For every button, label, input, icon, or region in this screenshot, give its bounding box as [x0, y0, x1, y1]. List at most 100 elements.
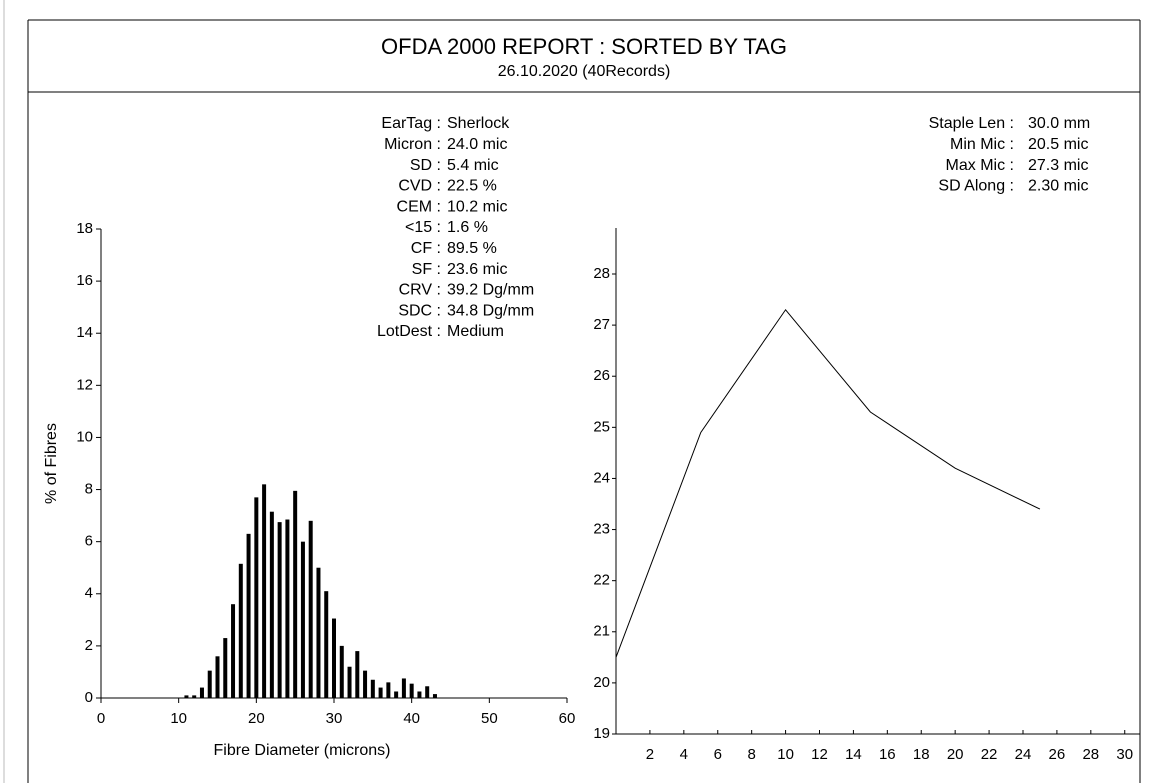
- stat-value: 39.2 Dg/mm: [447, 282, 534, 299]
- stat-label: Micron :: [384, 136, 441, 153]
- x-tick-label: 40: [403, 710, 420, 727]
- y-tick-label: 16: [76, 272, 93, 289]
- bar: [293, 490, 298, 698]
- x-tick-label: 60: [559, 710, 576, 727]
- y-tick-label: 19: [593, 725, 610, 742]
- stat-value: 20.5 mic: [1028, 136, 1088, 153]
- y-tick-label: 14: [76, 324, 93, 341]
- x-tick-label: 22: [981, 746, 998, 763]
- bar: [199, 687, 204, 698]
- y-axis-label: % of Fibres: [43, 423, 60, 504]
- bar: [254, 497, 259, 698]
- y-tick-label: 28: [593, 265, 610, 282]
- y-tick-label: 22: [593, 572, 610, 589]
- y-tick-label: 27: [593, 316, 610, 333]
- stat-value: 1.6 %: [447, 219, 488, 236]
- x-tick-label: 18: [913, 746, 930, 763]
- y-tick-label: 20: [593, 674, 610, 691]
- y-tick-label: 4: [85, 585, 93, 602]
- bar: [347, 666, 352, 698]
- y-tick-label: 0: [85, 689, 93, 706]
- stat-label: CRV :: [399, 282, 441, 299]
- bar: [192, 695, 197, 698]
- bar: [363, 670, 368, 698]
- bar: [285, 519, 290, 698]
- bar: [409, 683, 414, 698]
- stat-value: 30.0 mm: [1028, 115, 1090, 132]
- stat-label: Staple Len :: [929, 115, 1014, 132]
- stat-label: <15 :: [405, 219, 441, 236]
- y-tick-label: 25: [593, 418, 610, 435]
- bar: [269, 511, 274, 698]
- bar: [324, 591, 329, 698]
- x-tick-label: 50: [481, 710, 498, 727]
- x-tick-label: 12: [811, 746, 828, 763]
- stat-value: 89.5 %: [447, 240, 497, 257]
- bar: [238, 563, 243, 698]
- stat-label: SD :: [410, 157, 441, 174]
- stat-label: LotDest :: [377, 323, 441, 340]
- y-tick-label: 8: [85, 481, 93, 498]
- x-tick-label: 20: [248, 710, 265, 727]
- bar: [394, 691, 399, 698]
- y-tick-label: 6: [85, 533, 93, 550]
- bar: [300, 541, 305, 698]
- bar: [378, 687, 383, 698]
- bar: [370, 679, 375, 698]
- x-tick-label: 16: [879, 746, 896, 763]
- x-tick-label: 28: [1082, 746, 1099, 763]
- bar: [417, 691, 422, 698]
- x-tick-label: 10: [777, 746, 794, 763]
- stat-label: EarTag :: [381, 115, 441, 132]
- bar: [215, 656, 220, 698]
- x-tick-label: 20: [947, 746, 964, 763]
- bar: [401, 678, 406, 698]
- bar: [339, 645, 344, 698]
- stat-value: 34.8 Dg/mm: [447, 302, 534, 319]
- bar: [184, 695, 189, 698]
- x-tick-label: 14: [845, 746, 862, 763]
- x-tick-label: 2: [646, 746, 654, 763]
- bar: [277, 522, 282, 698]
- bar: [316, 567, 321, 698]
- y-tick-label: 18: [76, 220, 93, 237]
- x-axis-label: Fibre Diameter (microns): [214, 742, 391, 759]
- bar: [355, 651, 360, 698]
- bar: [386, 682, 391, 698]
- stat-label: CEM :: [397, 198, 441, 215]
- y-tick-label: 21: [593, 623, 610, 640]
- stat-value: Medium: [447, 323, 504, 340]
- bar: [246, 533, 251, 698]
- stat-label: SF :: [412, 261, 441, 278]
- stat-label: CVD :: [398, 178, 441, 195]
- stat-label: CF :: [411, 240, 441, 257]
- bar: [308, 520, 313, 698]
- x-tick-label: 30: [1116, 746, 1133, 763]
- stat-value: Sherlock: [447, 115, 510, 132]
- bar: [262, 484, 267, 698]
- x-tick-label: 26: [1049, 746, 1066, 763]
- stat-value: 2.30 mic: [1028, 178, 1088, 195]
- y-tick-label: 24: [593, 469, 610, 486]
- y-tick-label: 26: [593, 367, 610, 384]
- x-tick-label: 0: [97, 710, 105, 727]
- x-tick-label: 4: [680, 746, 688, 763]
- x-tick-label: 8: [747, 746, 755, 763]
- x-tick-label: 10: [170, 710, 187, 727]
- x-tick-label: 30: [326, 710, 343, 727]
- stat-label: SD Along :: [938, 178, 1014, 195]
- bar: [231, 604, 236, 698]
- y-tick-label: 12: [76, 376, 93, 393]
- stat-value: 5.4 mic: [447, 157, 499, 174]
- bar: [425, 686, 430, 698]
- bar: [207, 670, 212, 698]
- bar: [432, 694, 437, 698]
- stat-value: 24.0 mic: [447, 136, 507, 153]
- report-title: OFDA 2000 REPORT : SORTED BY TAG: [381, 34, 787, 59]
- x-tick-label: 6: [714, 746, 722, 763]
- y-tick-label: 2: [85, 637, 93, 654]
- bar: [223, 638, 228, 698]
- data-line: [615, 308, 1041, 658]
- stat-value: 22.5 %: [447, 178, 497, 195]
